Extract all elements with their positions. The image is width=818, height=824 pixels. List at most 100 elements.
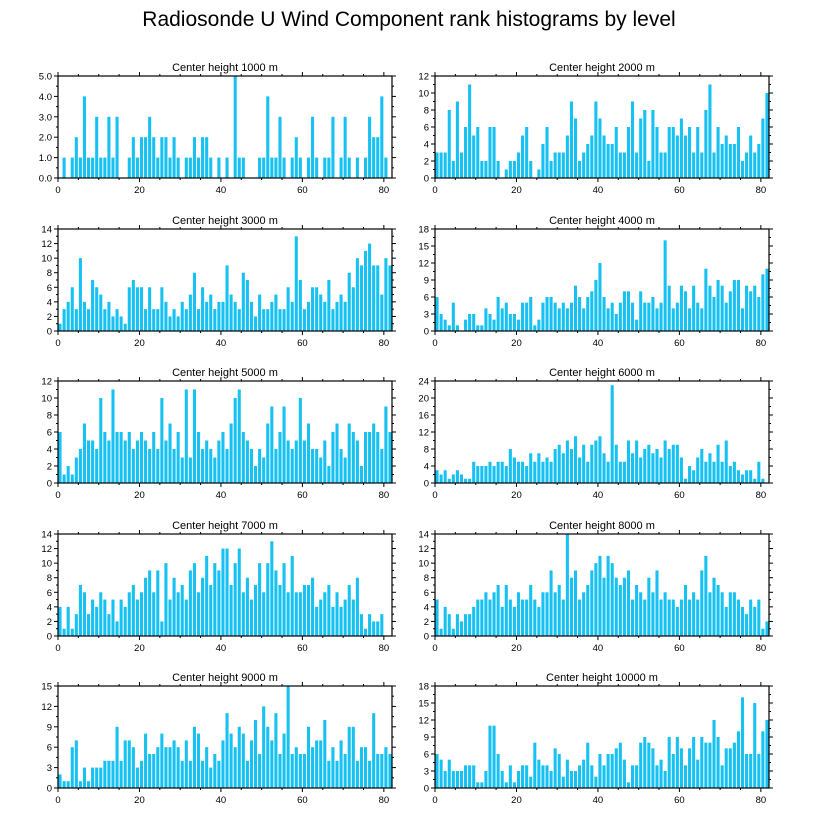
y-tick-label: 12 xyxy=(418,716,429,727)
histogram-bar xyxy=(688,748,692,788)
histogram-bar xyxy=(233,747,237,788)
histogram-bar xyxy=(148,287,152,331)
histogram-bar xyxy=(541,144,545,178)
x-tick-label: 0 xyxy=(55,795,60,806)
histogram-bar xyxy=(500,308,504,331)
histogram-bar xyxy=(152,309,156,331)
histogram-bar xyxy=(692,152,696,178)
histogram-bar xyxy=(745,152,749,178)
histogram-bar xyxy=(696,457,700,483)
histogram-bar xyxy=(659,759,663,788)
histogram-bar xyxy=(573,436,578,483)
histogram-bar xyxy=(209,585,213,636)
histogram-bar xyxy=(164,137,168,178)
histogram-bar xyxy=(196,592,201,636)
histogram-bar xyxy=(339,740,343,788)
histogram-bar xyxy=(107,614,111,636)
x-tick-label: 60 xyxy=(674,643,685,654)
histogram-bar xyxy=(372,265,376,331)
histogram-bar xyxy=(91,440,95,483)
histogram-bar xyxy=(561,599,565,636)
y-tick-label: 12 xyxy=(41,377,52,388)
histogram-bar xyxy=(266,309,270,331)
histogram-bar xyxy=(749,599,753,636)
y-tick-label: 12 xyxy=(418,428,429,439)
histogram-bar xyxy=(500,606,504,636)
histogram-bar xyxy=(602,453,606,483)
histogram-bar xyxy=(335,760,339,788)
y-tick-label: 0 xyxy=(424,479,429,490)
histogram-bar xyxy=(388,265,392,331)
histogram-bar xyxy=(95,606,99,636)
histogram-bar xyxy=(578,765,582,788)
histogram-bar xyxy=(557,444,561,483)
histogram-bar xyxy=(311,116,315,178)
histogram-bar xyxy=(262,706,266,788)
histogram-bar xyxy=(708,742,712,788)
histogram-bar xyxy=(196,157,201,178)
histogram-bar xyxy=(622,759,626,788)
histogram-bar xyxy=(573,570,578,636)
histogram-bar xyxy=(298,280,302,331)
x-tick-label: 0 xyxy=(55,185,60,196)
histogram-bar xyxy=(736,470,740,483)
histogram-bar xyxy=(115,621,119,636)
y-tick-label: 3 xyxy=(47,763,52,774)
histogram-bar xyxy=(311,577,315,636)
histogram-bar xyxy=(749,135,753,178)
histogram-bar xyxy=(368,116,372,178)
histogram-bar xyxy=(496,161,500,178)
histogram-bar xyxy=(205,440,209,483)
histogram-bar xyxy=(217,301,221,331)
histogram-bar xyxy=(302,585,306,636)
y-tick-label: 0 xyxy=(424,632,429,643)
histogram-bar xyxy=(598,118,602,178)
histogram-bar xyxy=(62,781,66,788)
histogram-bar xyxy=(315,287,319,331)
x-tick-label: 20 xyxy=(511,490,522,501)
y-tick-label: 8 xyxy=(424,445,429,456)
histogram-bar xyxy=(315,157,319,178)
histogram-bar xyxy=(688,127,692,178)
histogram-bar xyxy=(103,599,107,636)
histogram-bar xyxy=(152,432,156,483)
histogram-bar xyxy=(692,592,696,636)
histogram-bar xyxy=(306,726,311,788)
histogram-bar xyxy=(111,599,115,636)
histogram-bar xyxy=(484,161,488,178)
histogram-bar xyxy=(610,385,614,483)
histogram-bar xyxy=(274,570,278,636)
histogram-bar xyxy=(311,449,315,483)
histogram-bar xyxy=(586,297,590,331)
histogram-bar xyxy=(172,577,176,636)
histogram-bar xyxy=(233,563,237,636)
histogram-bar xyxy=(254,585,258,636)
histogram-bar xyxy=(139,287,144,331)
histogram-bar xyxy=(700,152,704,178)
histogram-bar xyxy=(480,161,484,178)
histogram-bar xyxy=(270,157,274,178)
histogram-bar xyxy=(606,555,610,636)
histogram-bar xyxy=(372,621,376,636)
histogram-bar xyxy=(192,389,196,483)
histogram-bar xyxy=(335,423,339,483)
histogram-bar xyxy=(70,157,74,178)
histogram-bar xyxy=(594,563,598,636)
histogram-bar xyxy=(282,563,286,636)
histogram-bar xyxy=(164,747,168,788)
histogram-bar xyxy=(368,760,372,788)
x-tick-label: 80 xyxy=(379,338,390,349)
histogram-bar xyxy=(480,782,484,788)
histogram-bar xyxy=(237,389,241,483)
histogram-bar xyxy=(765,720,769,788)
histogram-bar xyxy=(306,585,311,636)
histogram-bar xyxy=(573,771,578,788)
y-tick-label: 6 xyxy=(424,588,429,599)
histogram-bar xyxy=(586,742,590,788)
histogram-bar xyxy=(131,280,135,331)
histogram-bar xyxy=(594,776,598,788)
histogram-bar xyxy=(516,319,521,331)
histogram-bar xyxy=(376,137,380,178)
histogram-bar xyxy=(468,765,472,788)
